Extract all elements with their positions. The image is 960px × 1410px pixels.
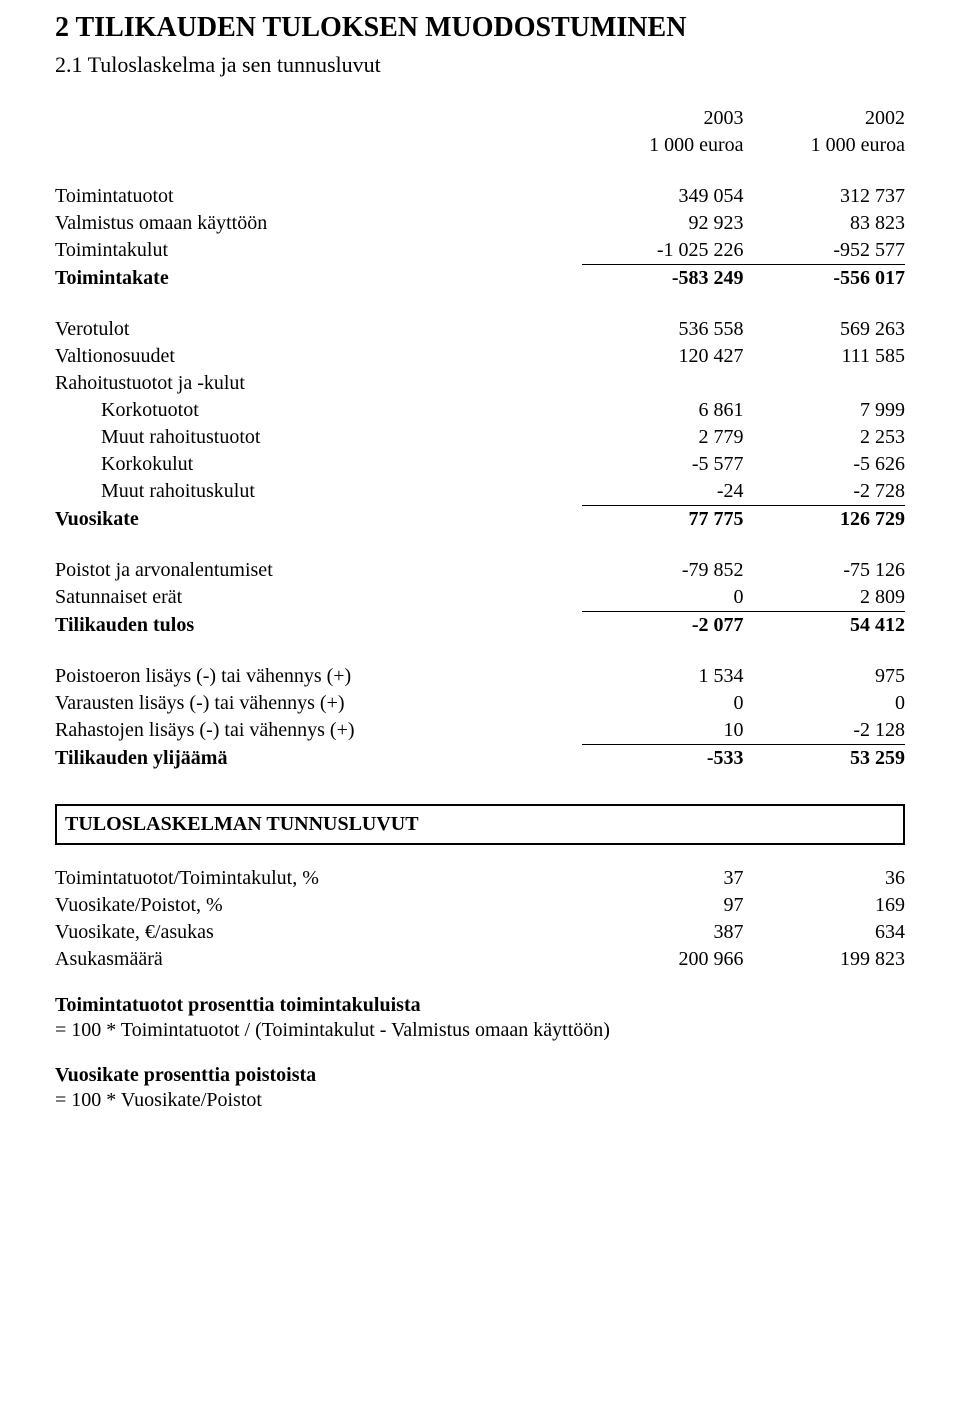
table-row: Tilikauden tulos -2 077 54 412 xyxy=(55,611,905,639)
table-row: Asukasmäärä 200 966 199 823 xyxy=(55,946,905,973)
year-1: 2003 xyxy=(582,105,744,132)
page-title: 2 TILIKAUDEN TULOKSEN MUODOSTUMINEN xyxy=(55,10,905,45)
ratios-box-title: TULOSLASKELMAN TUNNUSLUVUT xyxy=(55,804,905,845)
year-2: 2002 xyxy=(744,105,906,132)
note-1-title: Toimintatuotot prosenttia toimintakuluis… xyxy=(55,993,905,1018)
table-row: Muut rahoitustuotot 2 779 2 253 xyxy=(55,424,905,451)
table-row: Rahoitustuotot ja -kulut xyxy=(55,370,905,397)
unit-2: 1 000 euroa xyxy=(744,132,906,159)
income-statement-table: 2003 2002 1 000 euroa 1 000 euroa Toimin… xyxy=(55,105,905,772)
note-2-title: Vuosikate prosenttia poistoista xyxy=(55,1063,905,1088)
note-2-formula: = 100 * Vuosikate/Poistot xyxy=(55,1088,905,1113)
table-row: Varausten lisäys (-) tai vähennys (+) 0 … xyxy=(55,690,905,717)
table-row: Vuosikate 77 775 126 729 xyxy=(55,505,905,533)
table-row: Rahastojen lisäys (-) tai vähennys (+) 1… xyxy=(55,717,905,745)
table-row: Toimintakate -583 249 -556 017 xyxy=(55,264,905,292)
note-1-formula: = 100 * Toimintatuotot / (Toimintakulut … xyxy=(55,1018,905,1043)
table-row: Toimintatuotot 349 054 312 737 xyxy=(55,183,905,210)
table-row: Muut rahoituskulut -24 -2 728 xyxy=(55,478,905,506)
table-row: Toimintatuotot/Toimintakulut, % 37 36 xyxy=(55,865,905,892)
section-title: 2.1 Tuloslaskelma ja sen tunnusluvut xyxy=(55,51,905,79)
table-row: Vuosikate/Poistot, % 97 169 xyxy=(55,892,905,919)
table-row: Tilikauden ylijäämä -533 53 259 xyxy=(55,744,905,772)
table-row: Korkotuotot 6 861 7 999 xyxy=(55,397,905,424)
table-row: Korkokulut -5 577 -5 626 xyxy=(55,451,905,478)
table-row: Vuosikate, €/asukas 387 634 xyxy=(55,919,905,946)
table-row: Verotulot 536 558 569 263 xyxy=(55,316,905,343)
ratios-table: Toimintatuotot/Toimintakulut, % 37 36 Vu… xyxy=(55,865,905,973)
table-row: Toimintakulut -1 025 226 -952 577 xyxy=(55,237,905,265)
table-row: Valtionosuudet 120 427 111 585 xyxy=(55,343,905,370)
table-row: Satunnaiset erät 0 2 809 xyxy=(55,584,905,612)
table-row: Poistoeron lisäys (-) tai vähennys (+) 1… xyxy=(55,663,905,690)
table-row: Valmistus omaan käyttöön 92 923 83 823 xyxy=(55,210,905,237)
table-row: Poistot ja arvonalentumiset -79 852 -75 … xyxy=(55,557,905,584)
unit-1: 1 000 euroa xyxy=(582,132,744,159)
